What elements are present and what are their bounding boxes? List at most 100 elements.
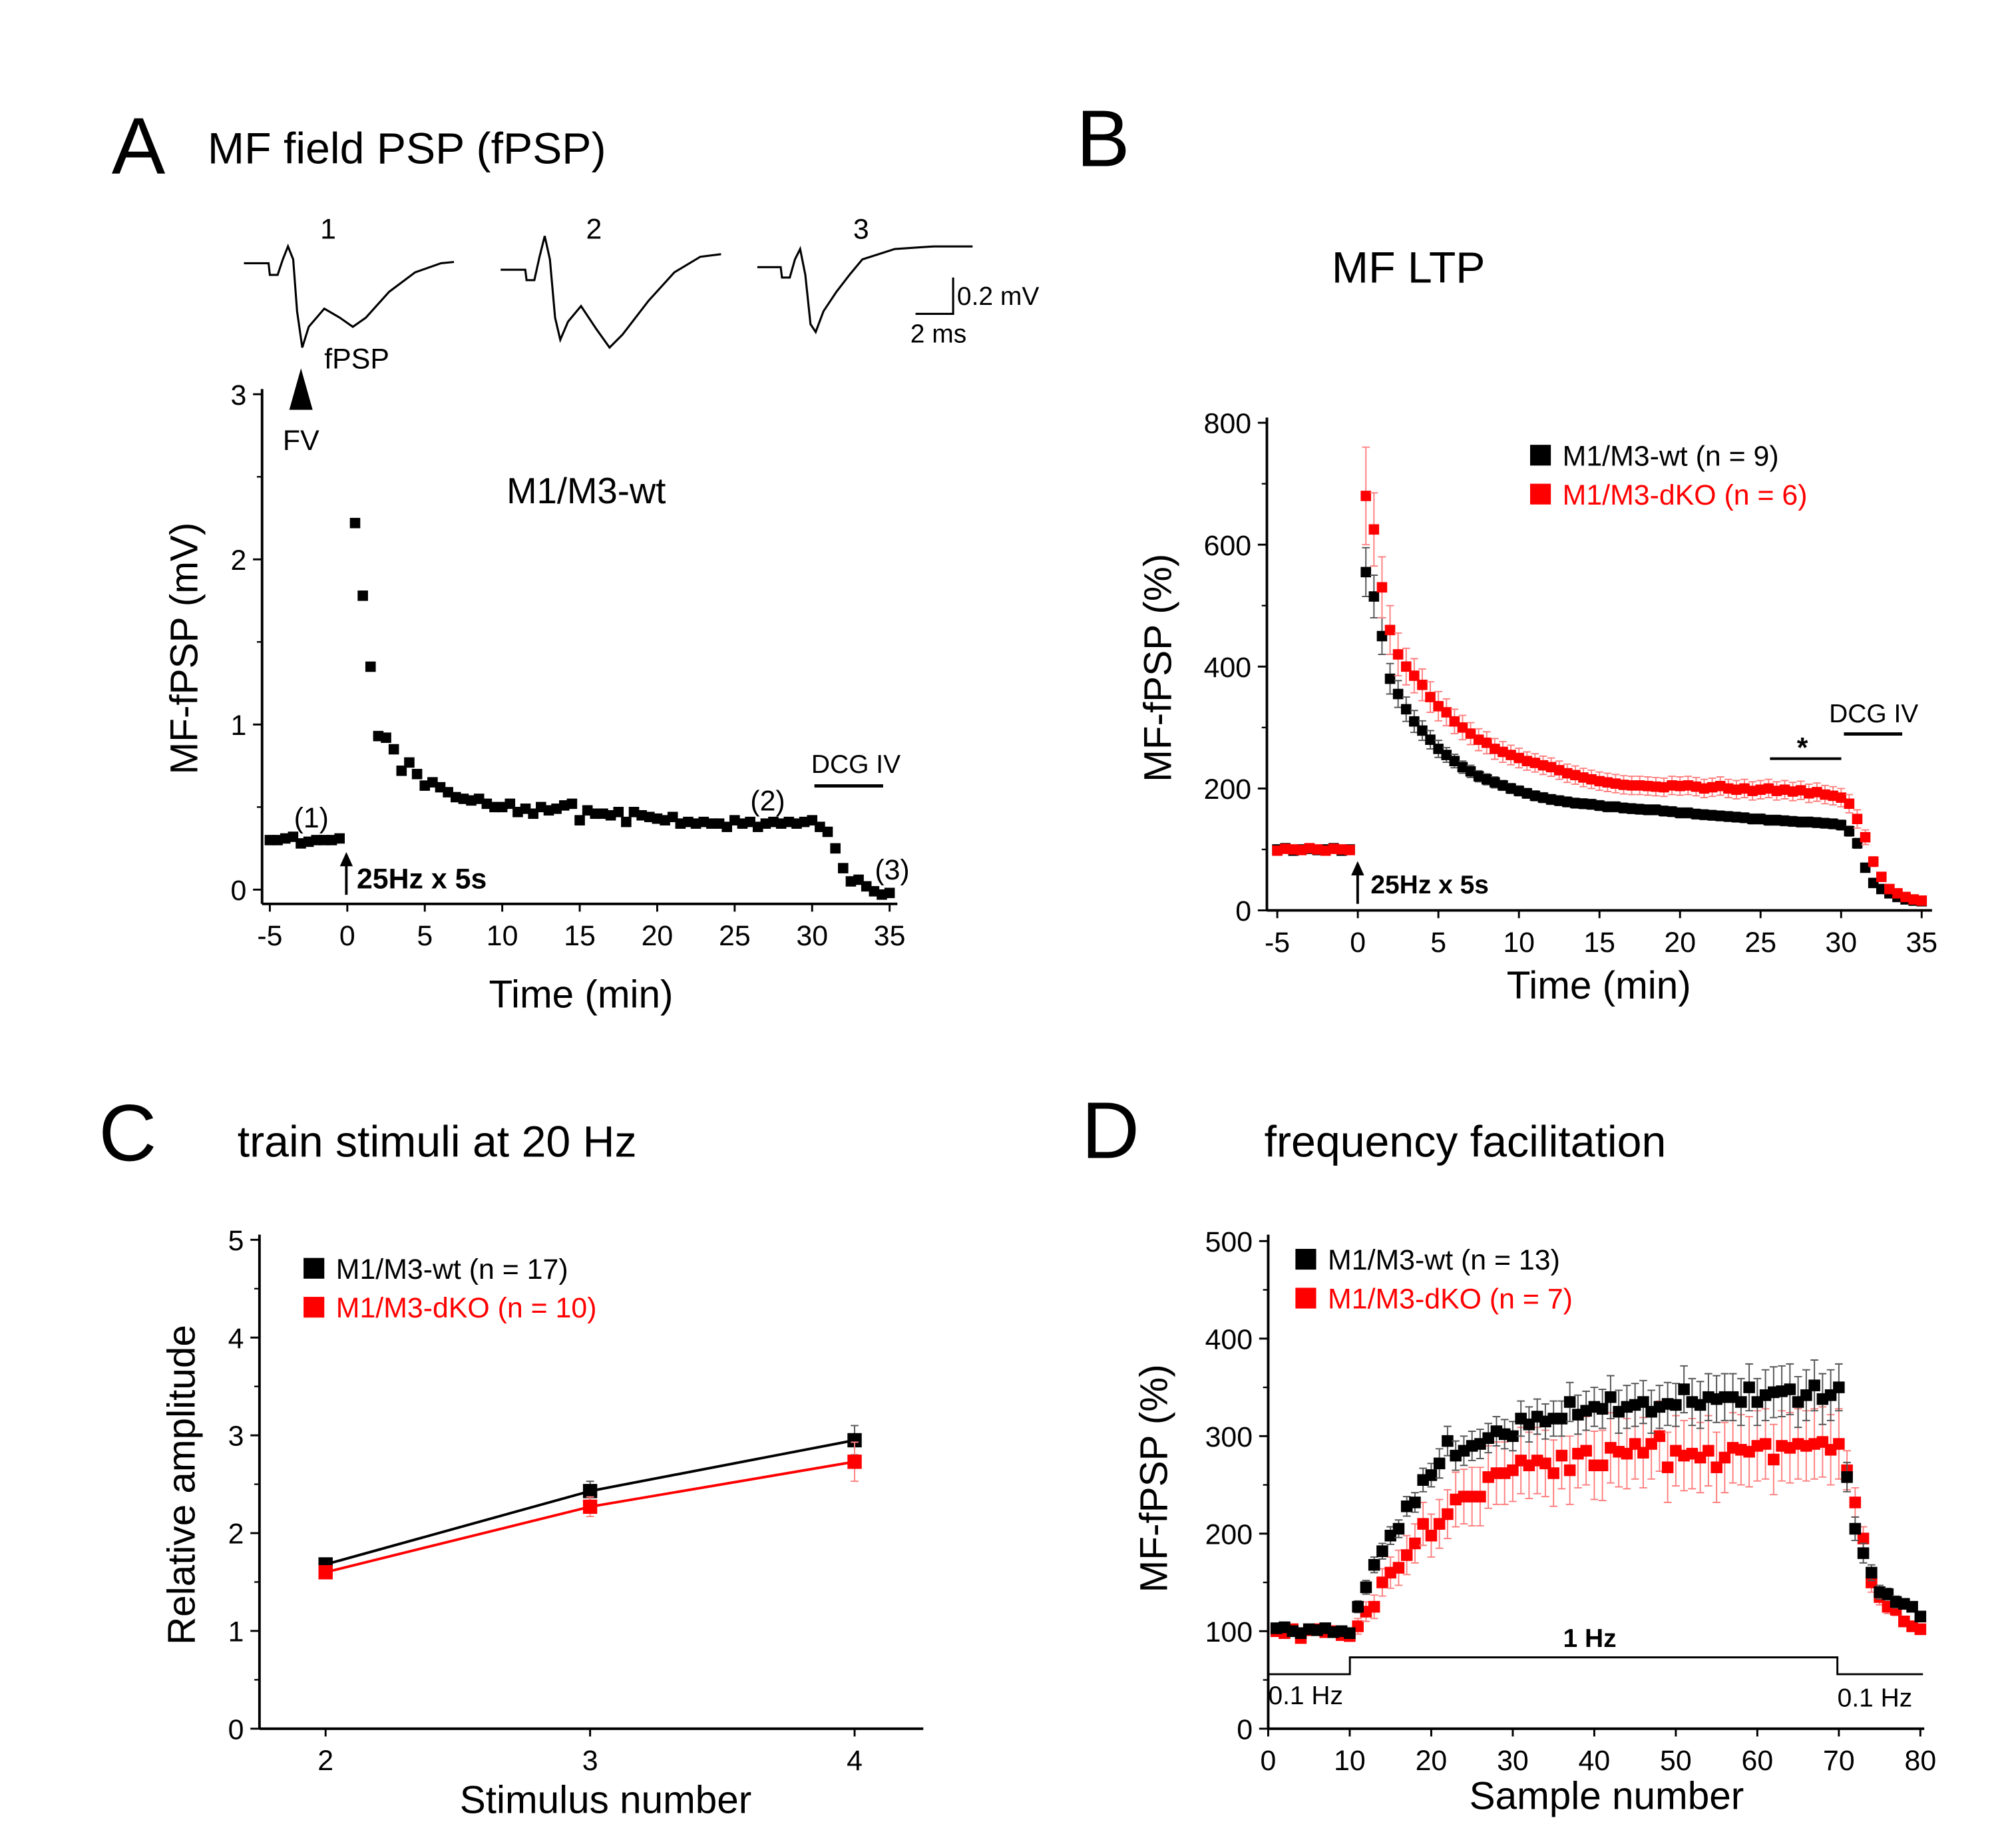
data-point bbox=[1683, 780, 1694, 791]
data-point bbox=[1320, 845, 1331, 856]
data-point bbox=[1296, 845, 1307, 855]
data-point bbox=[1718, 1451, 1731, 1464]
y-tick-label: 1 bbox=[231, 710, 247, 742]
data-point bbox=[1804, 816, 1814, 827]
data-point bbox=[1914, 1610, 1927, 1623]
y-tick-label: 300 bbox=[1205, 1421, 1253, 1453]
y-tick-label: 1 bbox=[228, 1616, 244, 1648]
data-point bbox=[404, 757, 415, 768]
data-point bbox=[504, 798, 516, 809]
panel-c-title: train stimuli at 20 Hz bbox=[238, 1118, 637, 1167]
y-axis-label: MF-fPSP (%) bbox=[1136, 554, 1179, 782]
y-tick-label: 2 bbox=[228, 1518, 244, 1550]
data-point bbox=[1651, 804, 1661, 815]
data-point bbox=[1667, 806, 1677, 817]
legend-entry: M1/M3-dKO (n = 6) bbox=[1563, 479, 1808, 511]
protocol-label-high: 1 Hz bbox=[1563, 1624, 1617, 1653]
data-point bbox=[1731, 784, 1742, 796]
x-axis-label: Time (min) bbox=[489, 973, 673, 1017]
x-tick-label: 10 bbox=[1334, 1745, 1366, 1777]
x-tick-label: 0 bbox=[1261, 1745, 1277, 1777]
significance-label: * bbox=[1797, 732, 1808, 764]
data-point bbox=[1678, 1383, 1690, 1395]
plot-b: -5 0 5 10 15 20 25 30 35 0 200 400 600 800 Time (min) M… bbox=[1136, 408, 1937, 1007]
data-point bbox=[1857, 1547, 1870, 1559]
data-point bbox=[1417, 1518, 1429, 1530]
data-point bbox=[1417, 725, 1428, 736]
y-tick-label: 800 bbox=[1204, 408, 1251, 440]
data-point bbox=[1610, 778, 1621, 789]
data-point bbox=[1618, 802, 1629, 813]
data-point bbox=[1808, 1379, 1820, 1391]
data-point bbox=[1634, 804, 1645, 815]
data-point bbox=[1747, 786, 1758, 796]
data-point bbox=[1596, 1459, 1609, 1472]
data-point bbox=[1561, 796, 1573, 808]
data-point bbox=[1691, 809, 1702, 819]
data-point bbox=[1425, 1529, 1438, 1542]
data-point bbox=[1787, 816, 1798, 827]
data-point bbox=[1473, 771, 1484, 782]
data-point bbox=[1409, 1497, 1421, 1508]
data-point bbox=[1710, 1461, 1722, 1473]
data-point bbox=[1465, 766, 1476, 777]
trace-label-2: 2 bbox=[586, 213, 602, 245]
data-point bbox=[1490, 744, 1500, 754]
x-tick-label: -5 bbox=[257, 920, 282, 952]
data-point bbox=[1714, 810, 1726, 821]
data-point bbox=[1828, 818, 1838, 829]
data-point bbox=[1763, 783, 1774, 794]
data-point bbox=[1804, 788, 1814, 799]
data-point bbox=[1474, 1491, 1486, 1502]
data-point bbox=[1691, 781, 1702, 792]
y-tick-label: 0 bbox=[231, 875, 247, 907]
data-point bbox=[1473, 734, 1484, 745]
data-point bbox=[1714, 780, 1726, 792]
data-point bbox=[1392, 688, 1404, 700]
data-point bbox=[349, 517, 361, 529]
data-point bbox=[1328, 843, 1339, 854]
data-point bbox=[1360, 567, 1372, 578]
data-point bbox=[1800, 1389, 1812, 1401]
data-point bbox=[1605, 1391, 1617, 1403]
legend-entry: M1/M3-wt (n = 17) bbox=[336, 1254, 568, 1285]
data-point bbox=[1392, 1522, 1405, 1535]
data-point bbox=[1400, 661, 1412, 672]
y-tick-label: 100 bbox=[1205, 1616, 1253, 1648]
protocol-label-low-right: 0.1 Hz bbox=[1838, 1684, 1913, 1713]
data-point bbox=[1884, 883, 1895, 895]
data-point bbox=[1900, 891, 1911, 903]
data-point bbox=[1545, 762, 1557, 773]
data-point bbox=[1513, 752, 1524, 764]
data-point bbox=[1852, 838, 1863, 849]
data-point bbox=[1771, 815, 1782, 825]
data-point bbox=[1844, 825, 1855, 837]
fpsp-label: fPSP bbox=[324, 343, 389, 375]
y-tick-label: 3 bbox=[228, 1421, 244, 1453]
data-point bbox=[1280, 843, 1291, 854]
data-point bbox=[1449, 716, 1460, 727]
data-point bbox=[1368, 591, 1380, 602]
data-point bbox=[582, 1484, 598, 1499]
data-point bbox=[1384, 673, 1396, 684]
data-point bbox=[1876, 883, 1887, 895]
x-tick-label: 35 bbox=[874, 920, 906, 952]
data-point bbox=[1457, 722, 1468, 733]
x-tick-label: 30 bbox=[1497, 1745, 1529, 1777]
panel-a-title: MF field PSP (fPSP) bbox=[208, 124, 606, 173]
fv-arrowhead-icon bbox=[289, 368, 313, 410]
legend-entry: M1/M3-wt (n = 13) bbox=[1328, 1244, 1560, 1276]
data-point bbox=[1272, 845, 1283, 856]
scale-bar bbox=[915, 277, 954, 315]
data-point bbox=[1433, 1518, 1446, 1530]
data-point bbox=[847, 1455, 862, 1469]
data-point bbox=[1449, 756, 1460, 767]
arrowhead-icon bbox=[1351, 861, 1364, 875]
data-point bbox=[1723, 783, 1734, 794]
x-tick-label: 10 bbox=[1503, 927, 1535, 959]
drug-label: DCG IV bbox=[811, 750, 901, 779]
data-point bbox=[1498, 746, 1508, 758]
data-point bbox=[1529, 758, 1541, 768]
data-point bbox=[1820, 789, 1830, 800]
